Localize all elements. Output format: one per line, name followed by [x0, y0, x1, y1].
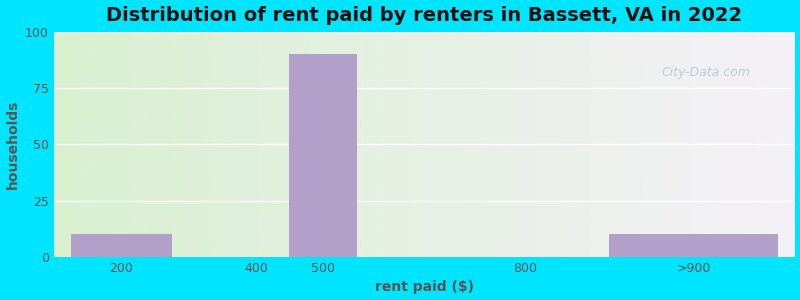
Text: City-Data.com: City-Data.com	[661, 66, 750, 79]
Bar	[290, 54, 357, 257]
Title: Distribution of rent paid by renters in Bassett, VA in 2022: Distribution of rent paid by renters in …	[106, 6, 742, 25]
Bar	[610, 235, 778, 257]
Y-axis label: households: households	[6, 100, 19, 189]
X-axis label: rent paid ($): rent paid ($)	[374, 280, 474, 294]
Bar	[70, 235, 172, 257]
